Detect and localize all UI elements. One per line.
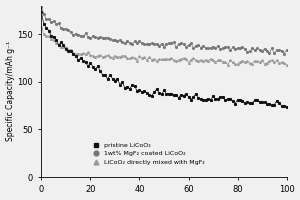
Y-axis label: Specific Capacity/mAh g⁻¹: Specific Capacity/mAh g⁻¹ xyxy=(6,41,15,141)
Legend: pristine LiCoO₂, 1wt% MgF₂ coated LiCoO₂, LiCoO₂ directly mixed with MgF₂: pristine LiCoO₂, 1wt% MgF₂ coated LiCoO₂… xyxy=(89,142,205,165)
